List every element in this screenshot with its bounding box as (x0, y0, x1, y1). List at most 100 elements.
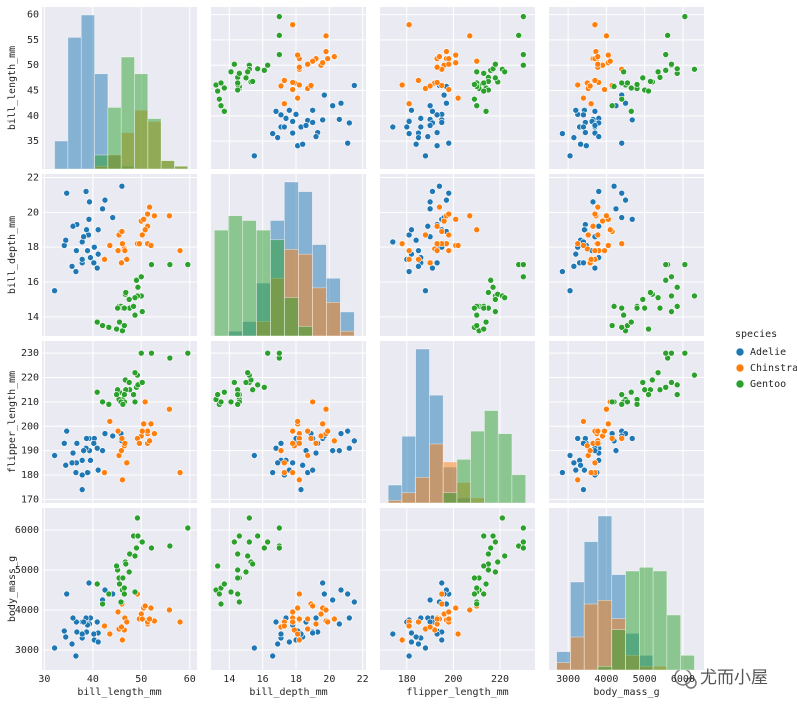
scatter-point (438, 228, 446, 235)
scatter-point (662, 66, 670, 74)
scatter-point (272, 618, 280, 626)
scatter-point (586, 82, 594, 90)
scatter-point (140, 215, 148, 223)
histogram-bar (484, 410, 499, 504)
scatter-point (612, 205, 620, 213)
scatter-point (681, 261, 689, 268)
scatter-point (426, 623, 434, 631)
scatter-point (62, 461, 70, 469)
scatter-point (114, 427, 122, 435)
scatter-point (520, 273, 527, 281)
scatter-point (344, 139, 351, 147)
panel-background (211, 7, 366, 169)
scatter-point (433, 247, 441, 254)
scatter-point (93, 318, 101, 326)
scatter-point (274, 134, 281, 141)
scatter-point (492, 74, 499, 82)
scatter-point (118, 623, 125, 631)
scatter-point (251, 644, 258, 652)
scatter-point (289, 21, 296, 29)
scatter-point (415, 134, 422, 141)
panel-background (42, 174, 197, 336)
y-tick-label: 60 (27, 10, 39, 21)
histogram-bar (652, 570, 668, 671)
scatter-point (296, 476, 303, 484)
scatter-point (591, 77, 599, 84)
scatter-point (93, 264, 101, 272)
scatter-point (292, 111, 300, 118)
histogram-bar (401, 492, 416, 504)
scatter-point (99, 398, 106, 406)
scatter-point (101, 430, 109, 437)
scatter-point (312, 614, 320, 622)
scatter-point (426, 82, 434, 90)
scatter-point (485, 566, 492, 574)
histogram-bar (680, 655, 695, 671)
scatter-point (336, 116, 343, 123)
scatter-point (99, 205, 106, 213)
scatter-point (662, 51, 670, 58)
scatter-point (261, 544, 268, 552)
scatter-point (580, 242, 587, 249)
scatter-point (176, 469, 184, 476)
scatter-point (93, 618, 101, 626)
scatter-point (87, 254, 94, 261)
scatter-point (443, 196, 450, 204)
scatter-point (641, 304, 648, 312)
scatter-point (217, 398, 225, 406)
scatter-point (234, 566, 241, 574)
scatter-point (436, 182, 443, 190)
scatter-point (123, 618, 131, 626)
scatter-point (319, 420, 326, 428)
scatter-point (277, 630, 285, 638)
scatter-point (121, 322, 128, 329)
scatter-point (146, 615, 153, 623)
scatter-point (131, 552, 139, 560)
scatter-point (662, 276, 670, 284)
scatter-point (69, 449, 77, 457)
scatter-point (422, 152, 429, 160)
scatter-point (214, 87, 221, 95)
scatter-point (113, 562, 120, 570)
x-tick-label: 3000 (556, 674, 580, 685)
scatter-point (299, 461, 306, 469)
y-tick-label: 180 (21, 470, 39, 481)
scatter-point (587, 100, 595, 107)
scatter-point (276, 51, 283, 58)
scatter-point (433, 129, 441, 136)
scatter-point (216, 95, 223, 103)
scatter-point (289, 79, 296, 86)
scatter-point (83, 435, 90, 442)
scatter-point (595, 133, 603, 140)
scatter-point (69, 222, 77, 230)
scatter-point (445, 231, 453, 239)
scatter-point (148, 544, 155, 552)
scatter-point (217, 102, 225, 110)
scatter-point (90, 630, 98, 638)
scatter-point (645, 87, 652, 95)
histogram-bar (639, 567, 654, 671)
scatter-point (610, 303, 618, 310)
scatter-point (605, 420, 612, 428)
scatter-point (580, 418, 587, 425)
scatter-point (90, 440, 98, 447)
scatter-point (649, 376, 656, 384)
scatter-point (121, 590, 128, 598)
scatter-point (119, 636, 126, 644)
x-tick-label: 180 (398, 674, 416, 685)
scatter-point (501, 294, 508, 301)
scatter-point (331, 437, 338, 445)
scatter-point (249, 78, 256, 85)
scatter-point (594, 53, 602, 60)
histogram-bar (67, 37, 82, 170)
scatter-point (589, 222, 597, 230)
scatter-point (84, 469, 91, 476)
scatter-point (322, 48, 330, 55)
scatter-point (445, 86, 453, 93)
scatter-point (606, 226, 614, 234)
scatter-point (286, 106, 293, 114)
scatter-point (63, 427, 71, 435)
scatter-point (246, 538, 253, 546)
scatter-point (415, 256, 422, 263)
